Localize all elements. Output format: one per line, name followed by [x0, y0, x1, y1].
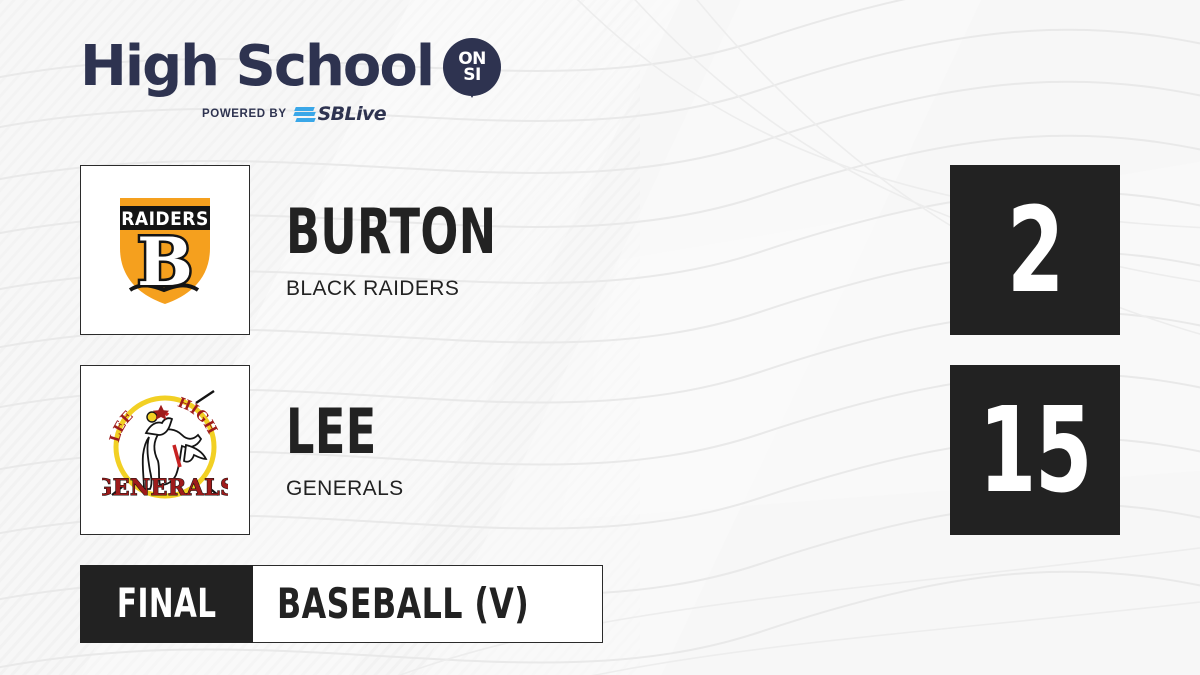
- team-score-box: 15: [950, 365, 1120, 535]
- team-name: BURTON: [286, 195, 497, 268]
- game-state-label: FINAL: [116, 581, 217, 627]
- powered-by-label: POWERED BY: [202, 108, 287, 120]
- game-status-bar: FINAL BASEBALL (V): [80, 565, 603, 643]
- game-state-badge: FINAL: [80, 565, 254, 643]
- team-score-box: 2: [950, 165, 1120, 335]
- pin-label-on: ON: [458, 49, 486, 69]
- team-score: 15: [978, 381, 1093, 519]
- lee-generals-logo: LEE HIGH GENERALS: [102, 390, 228, 502]
- team-logo-tile: LEE HIGH GENERALS: [80, 365, 250, 535]
- pin-label-si: SI: [463, 65, 481, 85]
- team-mascot: BLACK RAIDERS: [286, 277, 460, 300]
- team-text-block: BURTON BLACK RAIDERS: [286, 201, 549, 301]
- sport-label: BASEBALL (V): [277, 579, 530, 628]
- sblive-wordmark: SBLive: [317, 103, 387, 125]
- team-text-block: LEE GENERALS: [286, 401, 404, 501]
- sport-badge: BASEBALL (V): [253, 565, 603, 643]
- svg-text:B: B: [137, 223, 193, 301]
- team-row: LEE HIGH GENERALS LEE GENERALS: [80, 365, 403, 535]
- team-name: LEE: [286, 395, 377, 468]
- svg-text:RAIDERS: RAIDERS: [121, 208, 209, 230]
- brand-header: High School ON SI POWERED BY SBLive: [80, 38, 510, 125]
- team-mascot: GENERALS: [286, 477, 404, 500]
- brand-logo-row: High School ON SI: [80, 34, 510, 99]
- on-si-pin-icon: ON SI: [443, 38, 502, 98]
- team-row: RAIDERS B BURTON BLACK RAIDERS: [80, 165, 496, 335]
- sblive-logo: SBLive: [292, 103, 387, 125]
- team-score: 2: [1006, 181, 1065, 319]
- powered-by-row: POWERED BY SBLive: [202, 103, 510, 125]
- sblive-slash-icon: [292, 106, 316, 123]
- brand-wordmark: High School: [80, 34, 435, 99]
- team-logo-tile: RAIDERS B: [80, 165, 250, 335]
- burton-black-raiders-logo: RAIDERS B: [113, 191, 217, 311]
- svg-text:GENERALS: GENERALS: [102, 475, 228, 501]
